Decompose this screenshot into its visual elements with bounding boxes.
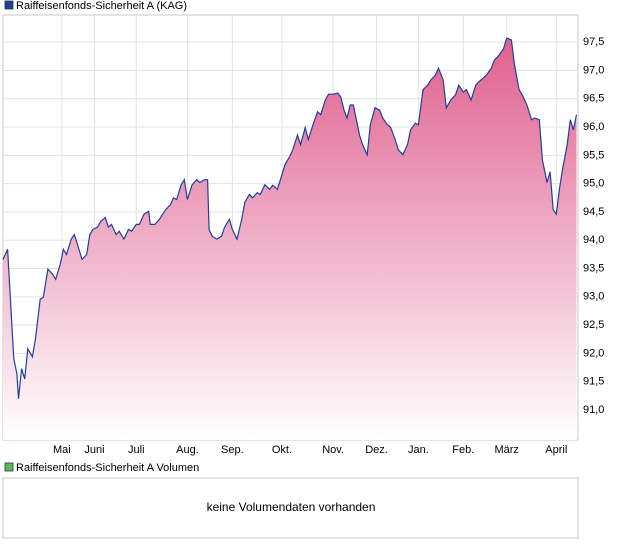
y-tick-label: 96,0 (583, 121, 604, 133)
y-tick-label: 93,0 (583, 291, 604, 303)
x-tick-label: März (494, 444, 518, 456)
volume-message: keine Volumendaten vorhanden (207, 500, 376, 514)
y-tick-label: 91,5 (583, 376, 604, 388)
y-tick-label: 95,5 (583, 149, 604, 161)
x-tick-label: Juli (128, 444, 145, 456)
y-tick-label: 94,5 (583, 206, 604, 218)
y-tick-label: 95,0 (583, 178, 604, 190)
y-tick-label: 92,0 (583, 347, 604, 359)
x-tick-label: Feb. (452, 444, 474, 456)
x-tick-label: Mai (53, 444, 71, 456)
area (3, 38, 577, 440)
x-tick-label: Okt. (272, 444, 292, 456)
y-tick-label: 92,5 (583, 319, 604, 331)
x-tick-label: Juni (84, 444, 104, 456)
legend-swatch (4, 0, 14, 10)
volume-legend-swatch (4, 462, 14, 472)
y-tick-label: 97,0 (583, 64, 604, 76)
y-tick-label: 94,0 (583, 234, 604, 246)
x-tick-label: Nov. (322, 444, 344, 456)
x-tick-label: Aug. (176, 444, 199, 456)
y-tick-label: 96,5 (583, 93, 604, 105)
y-tick-label: 91,0 (583, 404, 604, 416)
x-tick-label: April (545, 444, 567, 456)
x-tick-label: Jan. (408, 444, 429, 456)
volume-frame (2, 477, 579, 539)
x-tick-label: Sep. (221, 444, 244, 456)
volume-legend-label: Raiffeisenfonds-Sicherheit A Volumen (16, 462, 199, 474)
line (2, 37, 578, 399)
legend-label: Raiffeisenfonds-Sicherheit A (KAG) (16, 0, 187, 12)
y-tick-label: 93,5 (583, 262, 604, 274)
x-tick-label: Dez. (365, 444, 388, 456)
y-tick-label: 97,5 (583, 36, 604, 48)
